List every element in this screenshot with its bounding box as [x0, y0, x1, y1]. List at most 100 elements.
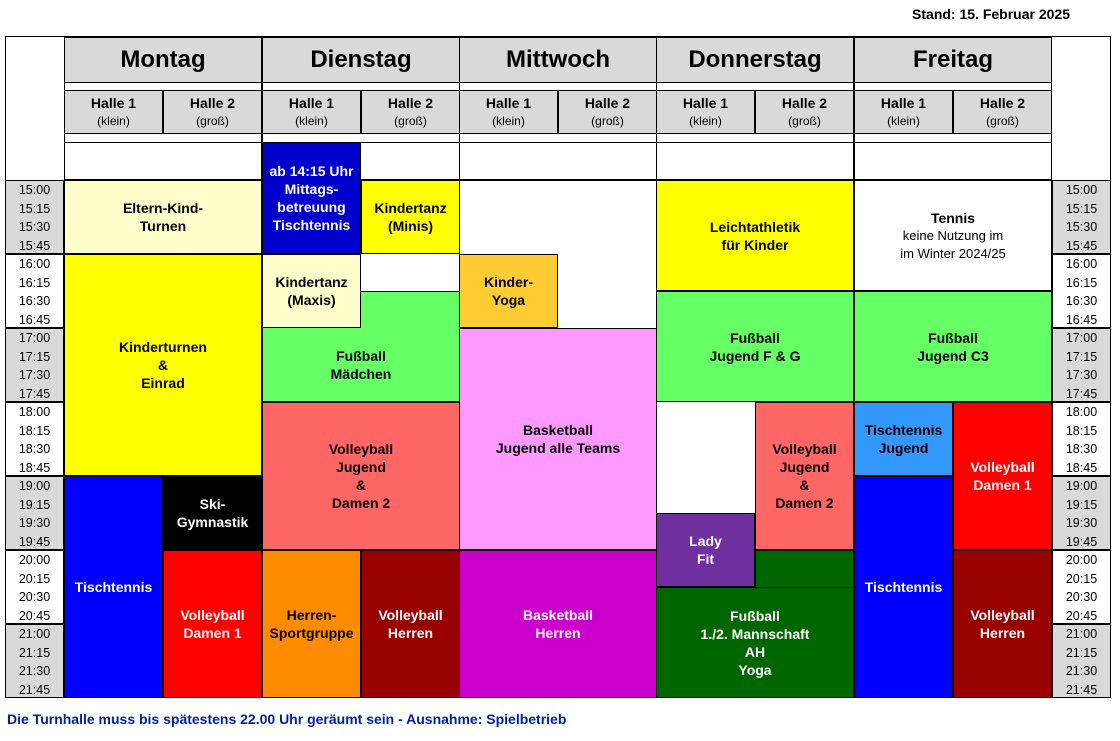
- activity-block[interactable]: Volleyball Jugend & Damen 2: [755, 402, 854, 550]
- activity-block[interactable]: Kinder- Yoga: [459, 254, 558, 328]
- activity-block[interactable]: Fußball Jugend F & G: [656, 291, 854, 402]
- activity-label: Volleyball Herren: [970, 607, 1035, 641]
- hall-header: Halle 2 (groß): [755, 90, 854, 134]
- time-column-right: 19:00 19:15 19:30 19:45: [1052, 476, 1111, 550]
- header-separator: [262, 83, 460, 90]
- time-label: 17:15: [1065, 349, 1098, 364]
- activity-block[interactable]: Leichtathletik für Kinder: [656, 180, 854, 291]
- time-column-left: 19:00 19:15 19:30 19:45: [5, 476, 64, 550]
- time-column-left: 17:00 17:15 17:30 17:45: [5, 328, 64, 402]
- header-separator: [262, 134, 460, 142]
- activity-block[interactable]: Volleyball Herren: [361, 550, 460, 698]
- time-label: 16:30: [1065, 294, 1098, 308]
- time-label: 17:00: [18, 331, 51, 345]
- activity-block[interactable]: Volleyball Damen 1: [163, 550, 262, 698]
- time-column-left: 16:00 16:15 16:30 16:45: [5, 254, 64, 328]
- activity-label: Ski- Gymnastik: [176, 496, 249, 530]
- activity-label: Tischtennis Jugend: [864, 422, 943, 456]
- activity-label: Basketball Jugend alle Teams: [495, 422, 621, 456]
- time-label: 15:45: [18, 238, 51, 253]
- hall-header: Halle 1 (klein): [64, 90, 163, 134]
- activity-label: Kinder- Yoga: [484, 274, 533, 308]
- activity-block[interactable]: ab 14:15 Uhr Mittags- betreuung Tischten…: [262, 142, 361, 254]
- time-label: 18:00: [18, 405, 51, 419]
- time-label: 20:00: [18, 553, 51, 567]
- activity-block[interactable]: Kindertanz (Minis): [361, 180, 460, 254]
- activity-label: Fußball Jugend C3: [917, 329, 989, 364]
- day-header-freitag: Freitag: [854, 37, 1052, 83]
- time-label: 15:45: [1065, 238, 1098, 253]
- time-column-right: 16:00 16:15 16:30 16:45: [1052, 254, 1111, 328]
- activity-block[interactable]: Volleyball Herren: [953, 550, 1052, 698]
- activity-label: Volleyball Jugend & Damen 2: [328, 441, 394, 511]
- time-label: 19:45: [18, 534, 51, 549]
- time-label: 15:15: [18, 201, 51, 216]
- time-label: 16:30: [18, 294, 51, 308]
- time-label: 18:45: [18, 460, 51, 475]
- hall-name: Halle 1: [682, 95, 729, 111]
- time-label: 15:30: [18, 220, 51, 234]
- activity-block[interactable]: Fußball Jugend C3: [854, 291, 1052, 402]
- time-label: 21:30: [1065, 664, 1098, 678]
- time-label: 19:15: [1065, 497, 1098, 512]
- activity-label: Kindertanz (Maxis): [275, 274, 348, 308]
- hall-size: (groß): [196, 114, 229, 128]
- activity-block[interactable]: Volleyball Damen 1: [953, 402, 1052, 550]
- hall-header: Halle 2 (groß): [163, 90, 262, 134]
- activity-block[interactable]: Basketball Jugend alle Teams: [459, 328, 657, 550]
- activity-label: Fußball Jugend F & G: [709, 329, 801, 364]
- hall-size: (groß): [394, 114, 427, 128]
- time-column-right: 21:00 21:15 21:30 21:45: [1052, 624, 1111, 698]
- hall-name: Halle 1: [90, 95, 137, 111]
- hall-name: Halle 1: [288, 95, 335, 111]
- activity-label: Tischtennis: [864, 579, 943, 595]
- hall-size: (groß): [986, 114, 1019, 128]
- activity-block[interactable]: Tischtennis Jugend: [854, 402, 953, 476]
- hall-size: (klein): [689, 114, 722, 128]
- time-label: 18:00: [1065, 405, 1098, 419]
- activity-label: Herren- Sportgruppe: [269, 607, 354, 641]
- time-label: 19:30: [18, 516, 51, 530]
- hall-name: Halle 2: [189, 95, 236, 111]
- time-label: 19:15: [18, 497, 51, 512]
- time-label: 16:45: [1065, 312, 1098, 327]
- activity-block[interactable]: Kinderturnen & Einrad: [64, 254, 262, 476]
- activity-block[interactable]: Lady Fit: [656, 513, 755, 587]
- activity-block[interactable]: Tischtennis: [854, 476, 953, 698]
- activity-label: Kinderturnen & Einrad: [119, 339, 207, 391]
- activity-label: Lady Fit: [689, 533, 722, 567]
- hall-name: Halle 2: [584, 95, 631, 111]
- hall-size: (klein): [97, 114, 130, 128]
- day-header-donnerstag: Donnerstag: [656, 37, 854, 83]
- time-label: 21:30: [18, 664, 51, 678]
- activity-block[interactable]: Eltern-Kind- Turnen: [64, 180, 262, 254]
- activity-label: Basketball Herren: [522, 607, 594, 641]
- activity-block[interactable]: Tischtennis: [64, 476, 163, 698]
- activity-block[interactable]: Fußball 1./2. Mannschaft AH Yoga: [656, 587, 854, 698]
- activity-block[interactable]: Basketball Herren: [459, 550, 657, 698]
- time-column-right: 20:00 20:15 20:30 20:45: [1052, 550, 1111, 624]
- stand-date: Stand: 15. Februar 2025: [912, 6, 1070, 22]
- activity-label: Tennis: [930, 209, 976, 226]
- time-label: 21:45: [18, 682, 51, 697]
- activity-label: Fußball Mädchen: [330, 348, 392, 382]
- time-label: 17:30: [1065, 368, 1098, 382]
- time-column-right: 18:00 18:15 18:30 18:45: [1052, 402, 1111, 476]
- time-label: 18:30: [1065, 442, 1098, 456]
- time-label: 17:30: [18, 368, 51, 382]
- hall-name: Halle 1: [485, 95, 532, 111]
- header-separator: [64, 83, 262, 90]
- time-label: 17:45: [1065, 386, 1098, 401]
- activity-block[interactable]: Ski- Gymnastik: [163, 476, 262, 550]
- activity-label: Volleyball Jugend & Damen 2: [772, 441, 837, 511]
- activity-block[interactable]: Kindertanz (Maxis): [262, 254, 361, 328]
- activity-block[interactable]: Herren- Sportgruppe: [262, 550, 361, 698]
- hall-size: (groß): [591, 114, 624, 128]
- time-label: 21:00: [18, 627, 51, 641]
- hall-header: Halle 1 (klein): [459, 90, 558, 134]
- time-label: 21:00: [1065, 627, 1098, 641]
- time-label: 16:15: [1065, 275, 1098, 290]
- activity-block[interactable]: Volleyball Jugend & Damen 2: [262, 402, 460, 550]
- activity-block[interactable]: Tennis keine Nutzung im im Winter 2024/25: [854, 180, 1052, 291]
- hall-header: Halle 1 (klein): [656, 90, 755, 134]
